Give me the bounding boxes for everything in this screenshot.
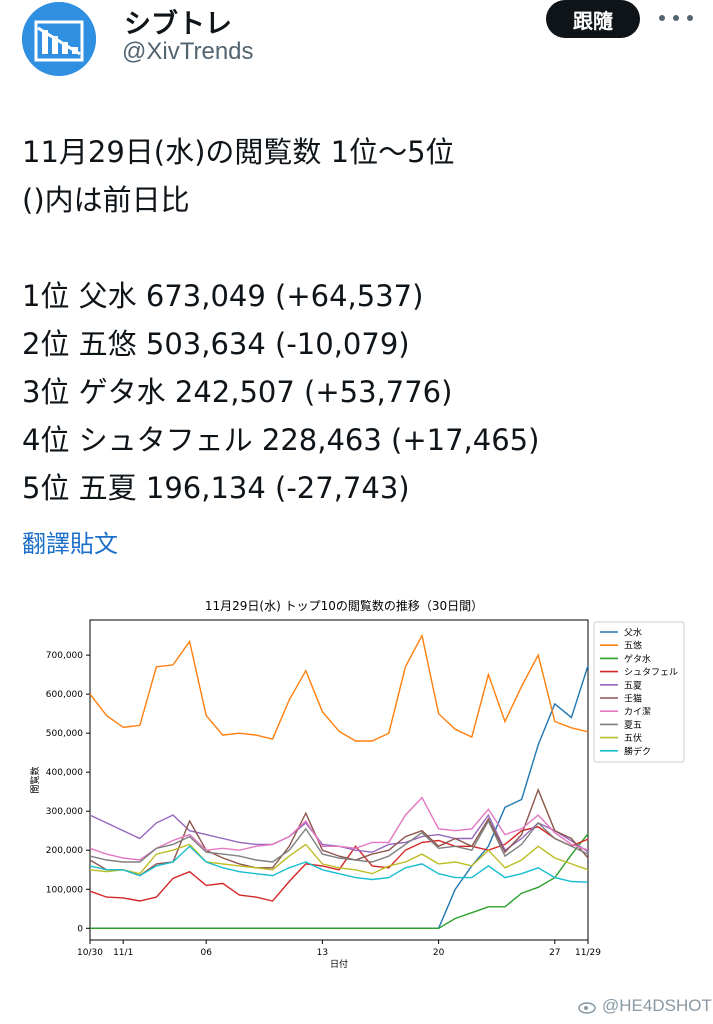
legend-label: 夏五 — [624, 720, 642, 731]
tweet-line: 5位 五夏 196,134 (-27,743) — [22, 471, 410, 505]
x-tick-label: 06 — [200, 948, 212, 958]
series-line — [90, 833, 589, 929]
tweet-line: 11月29日(水)の閲覧数 1位～5位 — [22, 135, 455, 169]
legend-label: 五夏 — [624, 680, 642, 691]
follow-button[interactable]: 跟隨 — [546, 0, 640, 38]
x-tick-label: 11/1 — [113, 948, 133, 958]
y-tick-label: 400,000 — [46, 768, 83, 778]
tweet-text: 11月29日(水)の閲覧数 1位～5位 ()内は前日比 1位 父水 673,049 … — [22, 128, 539, 512]
avatar[interactable] — [22, 2, 96, 76]
y-tick-label: 300,000 — [46, 807, 83, 817]
series-line — [89, 843, 589, 875]
x-tick-label: 20 — [433, 948, 445, 958]
tweet-line — [22, 224, 539, 272]
watermark-text: @HE4DSHOT — [602, 996, 712, 1015]
legend-label: シュタフェル — [624, 667, 678, 678]
x-tick-label: 27 — [549, 948, 560, 958]
chart-title: 11月29日(水) トップ10の閲覧数の推移（30日間） — [205, 598, 483, 613]
x-tick-label: 13 — [317, 948, 328, 958]
watermark: @HE4DSHOT — [578, 996, 712, 1016]
tweet-media-chart[interactable]: 11月29日(水) トップ10の閲覧数の推移（30日間） 0 100,000 200… — [0, 590, 713, 980]
series-line — [89, 633, 589, 742]
weibo-icon — [578, 1002, 596, 1014]
legend-label: 五悠 — [624, 640, 642, 652]
user-handle[interactable]: @XivTrends — [122, 38, 254, 65]
series-line — [89, 826, 589, 902]
legend-label: 壬猫 — [624, 693, 642, 705]
legend-label: 父水 — [624, 627, 642, 639]
tweet-line: ()内は前日比 — [22, 183, 190, 217]
y-axis-label: 閲覧数 — [29, 766, 41, 793]
y-tick-label: 600,000 — [46, 690, 83, 700]
line-chart: 11月29日(水) トップ10の閲覧数の推移（30日間） 0100,000200… — [0, 590, 713, 980]
tweet-line: 1位 父水 673,049 (+64,537) — [22, 279, 424, 313]
y-tick-label: 700,000 — [46, 651, 83, 661]
x-axis-label: 日付 — [330, 959, 348, 970]
legend-box — [593, 621, 685, 763]
legend-label: 勝デク — [624, 745, 651, 757]
x-tick-label: 11/29 — [575, 948, 601, 958]
y-tick-label: 500,000 — [46, 729, 83, 739]
series-line — [89, 796, 589, 861]
series-line — [89, 819, 589, 863]
y-tick-label: 100,000 — [46, 885, 83, 895]
legend-label: 五伏 — [624, 732, 642, 744]
x-tick-label: 10/30 — [77, 948, 103, 958]
tweet-line: 4位 シュタフェル 228,463 (+17,465) — [22, 423, 540, 457]
bar-chart-down-icon — [22, 2, 96, 76]
y-tick-label: 200,000 — [46, 846, 83, 856]
more-options-icon[interactable] — [654, 6, 698, 30]
legend-label: ゲタ水 — [624, 653, 651, 665]
plot-area — [89, 619, 589, 941]
tweet-line: 2位 五悠 503,634 (-10,079) — [22, 327, 410, 361]
series-line — [89, 845, 589, 883]
display-name[interactable]: シブトレ — [124, 9, 232, 40]
translate-post-link[interactable]: 翻譯貼文 — [22, 530, 118, 558]
legend-label: カイ潔 — [624, 707, 651, 718]
y-tick-label: 0 — [77, 924, 83, 934]
tweet-line: 3位 ゲタ水 242,507 (+53,776) — [22, 375, 453, 409]
